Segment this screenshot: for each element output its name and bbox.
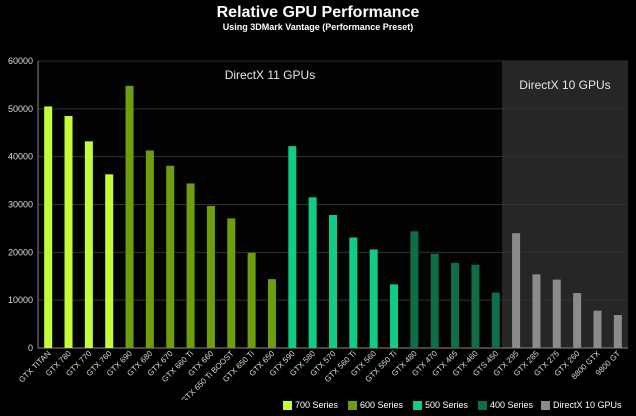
legend-swatch xyxy=(283,400,292,410)
bar xyxy=(573,292,582,348)
legend-item: 500 Series xyxy=(413,398,468,412)
legend-item: DirectX 10 GPUs xyxy=(541,398,622,412)
bar xyxy=(105,174,114,348)
bar xyxy=(44,106,53,348)
chart-svg: 0 10000 20000 30000 40000 50000 60000 GTX TITAN… xyxy=(8,56,628,400)
bar xyxy=(186,183,195,348)
legend-swatch xyxy=(478,400,487,410)
bar xyxy=(145,150,154,348)
legend-label: 700 Series xyxy=(295,400,339,410)
bar xyxy=(593,310,602,348)
bar xyxy=(349,237,358,348)
bar xyxy=(125,85,134,348)
annotation-directx10: DirectX 10 GPUs xyxy=(519,78,610,92)
y-tick-label: 40000 xyxy=(8,152,33,162)
bar xyxy=(471,264,480,348)
chart-title: Relative GPU Performance xyxy=(216,4,420,21)
bar xyxy=(64,116,73,348)
bar xyxy=(369,249,378,348)
bar xyxy=(84,141,93,348)
legend-swatch xyxy=(413,400,422,410)
y-tick-label: 30000 xyxy=(8,200,33,210)
legend-label: 600 Series xyxy=(360,400,404,410)
y-tick-label: 50000 xyxy=(8,104,33,114)
bar xyxy=(206,205,215,348)
bar xyxy=(166,165,175,348)
bar xyxy=(552,279,561,348)
bar xyxy=(410,231,419,348)
bar xyxy=(227,218,236,348)
legend-label: 400 Series xyxy=(490,400,534,410)
legend-swatch xyxy=(541,400,550,410)
y-tick-label: 60000 xyxy=(8,56,33,66)
bar xyxy=(247,252,256,348)
legend-item: 400 Series xyxy=(478,398,533,412)
x-tick-label: GTX TITAN xyxy=(17,349,53,385)
legend-item: 700 Series xyxy=(283,398,338,412)
bar xyxy=(532,274,541,348)
chart-legend: 700 Series 600 Series 500 Series 400 Series… xyxy=(0,398,636,414)
chart-subtitle: Using 3DMark Vantage (Performance Preset… xyxy=(222,22,414,32)
y-tick-label: 0 xyxy=(28,343,33,353)
bar xyxy=(430,253,439,348)
legend-swatch xyxy=(348,400,357,410)
legend-label: 500 Series xyxy=(425,400,469,410)
annotation-directx11: DirectX 11 GPUs xyxy=(225,68,315,82)
bar xyxy=(267,279,276,348)
bar xyxy=(390,284,399,348)
bar xyxy=(288,146,297,348)
bar xyxy=(329,215,337,348)
legend-label: DirectX 10 GPUs xyxy=(553,400,622,410)
y-tick-label: 20000 xyxy=(8,247,33,257)
bar xyxy=(512,233,521,348)
y-tick-label: 10000 xyxy=(8,295,33,305)
bar xyxy=(308,197,317,348)
bar xyxy=(613,314,622,348)
bar xyxy=(491,292,500,348)
legend-item: 600 Series xyxy=(348,398,403,412)
bar xyxy=(451,262,460,348)
